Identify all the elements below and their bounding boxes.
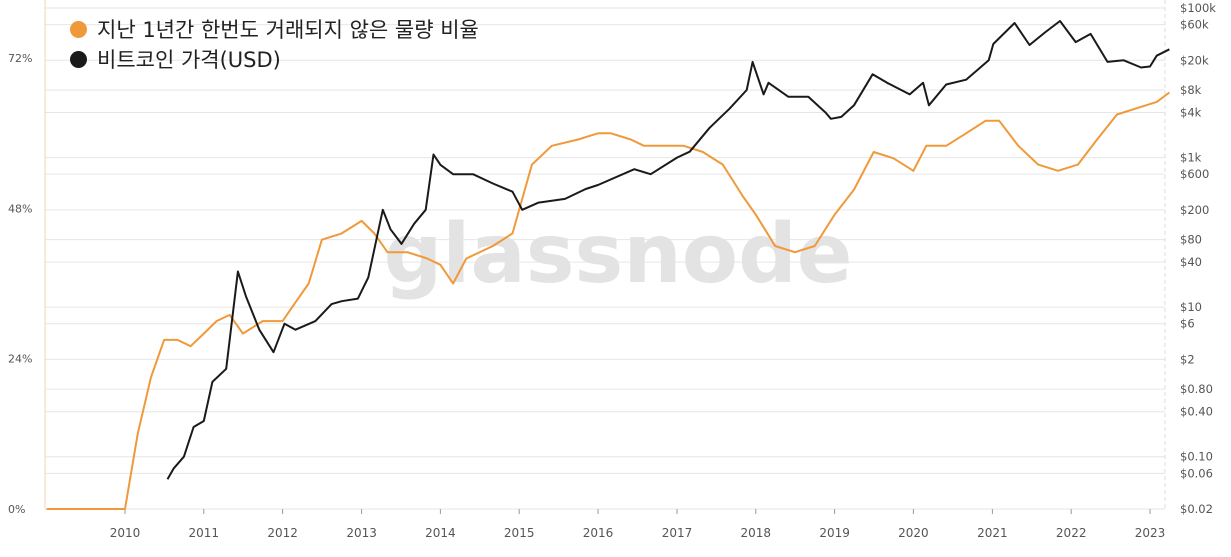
x-tick-label: 2014 bbox=[425, 526, 456, 540]
right-tick-label: $80 bbox=[1180, 233, 1202, 247]
x-tick-label: 2016 bbox=[583, 526, 614, 540]
left-tick-label: 72% bbox=[8, 52, 32, 65]
series-line-price bbox=[166, 20, 1170, 480]
right-tick-label: $6 bbox=[1180, 317, 1195, 331]
right-tick-label: $60k bbox=[1180, 18, 1209, 32]
series-lines bbox=[46, 20, 1170, 510]
right-tick-label: $0.80 bbox=[1180, 382, 1213, 396]
right-tick-label: $0.40 bbox=[1180, 405, 1213, 419]
right-tick-label: $0.06 bbox=[1180, 466, 1213, 480]
right-tick-label: $0.10 bbox=[1180, 450, 1213, 464]
legend: 지난 1년간 한번도 거래되지 않은 물량 비율 비트코인 가격(USD) bbox=[70, 14, 479, 74]
x-tick-label: 2015 bbox=[504, 526, 535, 540]
legend-item-supply[interactable]: 지난 1년간 한번도 거래되지 않은 물량 비율 bbox=[70, 14, 479, 44]
legend-item-price[interactable]: 비트코인 가격(USD) bbox=[70, 44, 479, 74]
right-tick-label: $600 bbox=[1180, 167, 1209, 181]
legend-dot-supply bbox=[70, 20, 87, 38]
x-tick-label: 2012 bbox=[267, 526, 298, 540]
right-tick-label: $40 bbox=[1180, 255, 1202, 269]
right-tick-label: $100k bbox=[1180, 1, 1216, 15]
watermark: glassnode bbox=[384, 207, 853, 302]
right-tick-label: $0.02 bbox=[1180, 502, 1213, 516]
x-tick-label: 2013 bbox=[346, 526, 377, 540]
right-tick-label: $10 bbox=[1180, 300, 1202, 314]
legend-label-supply: 지난 1년간 한번도 거래되지 않은 물량 비율 bbox=[97, 18, 479, 42]
grid bbox=[44, 0, 1166, 510]
legend-dot-price bbox=[70, 50, 87, 68]
left-tick-label: 24% bbox=[8, 353, 32, 366]
legend-label-price: 비트코인 가격(USD) bbox=[97, 48, 281, 72]
x-axis: 2010 2011 2012 2013 2014 2015 2016 2017 2018 2019… bbox=[110, 509, 1166, 540]
right-tick-label: $1k bbox=[1180, 151, 1202, 165]
series-line-supply bbox=[46, 91, 1170, 510]
x-tick-label: 2018 bbox=[741, 526, 772, 540]
x-tick-label: 2021 bbox=[977, 526, 1008, 540]
right-tick-label: $4k bbox=[1180, 106, 1202, 120]
right-tick-label: $8k bbox=[1180, 83, 1202, 97]
right-tick-label: $200 bbox=[1180, 203, 1209, 217]
right-tick-label: $2 bbox=[1180, 352, 1195, 366]
left-axis: 0% 24% 48% 72% bbox=[8, 52, 32, 516]
left-tick-label: 48% bbox=[8, 202, 32, 215]
right-tick-label: $20k bbox=[1180, 53, 1209, 67]
x-tick-label: 2011 bbox=[189, 526, 220, 540]
x-tick-label: 2010 bbox=[110, 526, 141, 540]
x-tick-label: 2017 bbox=[662, 526, 693, 540]
x-tick-label: 2019 bbox=[819, 526, 850, 540]
left-tick-label: 0% bbox=[8, 503, 25, 516]
right-axis: $0.02 $0.06 $0.10 $0.40 $0.80 $2 $6 $10 $40 $80 $2… bbox=[1180, 1, 1216, 516]
x-tick-label: 2022 bbox=[1056, 526, 1087, 540]
x-tick-label: 2023 bbox=[1135, 526, 1166, 540]
x-tick-label: 2020 bbox=[898, 526, 929, 540]
